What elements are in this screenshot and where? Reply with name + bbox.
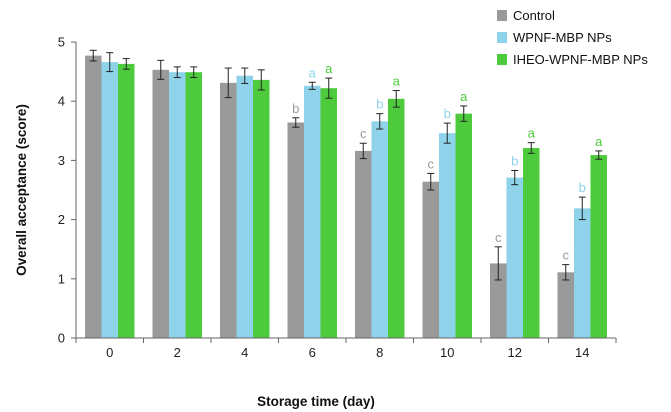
x-tick-label: 0 — [106, 345, 113, 360]
bar-3-day-6 — [321, 88, 338, 338]
legend-label-3: IHEO-WPNF-MBP NPs — [513, 52, 648, 67]
bar-2-day-6 — [304, 86, 321, 338]
x-tick-label: 8 — [376, 345, 383, 360]
bar-3-day-0 — [118, 64, 135, 338]
significance-label: c — [428, 156, 435, 171]
bar-1-day-0 — [85, 56, 102, 338]
significance-label: a — [393, 74, 401, 89]
x-tick-label: 2 — [174, 345, 181, 360]
bar-2-day-4 — [237, 76, 254, 338]
x-tick-label: 10 — [440, 345, 454, 360]
x-tick-label: 4 — [241, 345, 248, 360]
legend: Control WPNF-MBP NPs IHEO-WPNF-MBP NPs — [497, 8, 648, 67]
y-tick-label: 0 — [58, 331, 65, 346]
bar-3-day-12 — [523, 148, 540, 338]
significance-label: b — [292, 101, 299, 116]
x-tick-label: 12 — [508, 345, 522, 360]
x-tick-label: 6 — [309, 345, 316, 360]
significance-label: b — [444, 106, 451, 121]
bar-2-day-10 — [439, 133, 456, 338]
bar-1-day-4 — [220, 83, 237, 338]
bar-1-day-14 — [558, 272, 575, 338]
legend-label-2: WPNF-MBP NPs — [513, 30, 612, 45]
significance-label: c — [495, 230, 502, 245]
legend-swatch-2 — [497, 32, 507, 43]
bar-1-day-6 — [288, 123, 305, 338]
bar-3-day-2 — [186, 72, 203, 338]
significance-label: a — [595, 134, 603, 149]
significance-label: c — [360, 126, 367, 141]
y-tick-label: 5 — [58, 35, 65, 50]
significance-label: b — [511, 153, 518, 168]
significance-label: b — [376, 97, 383, 112]
bar-3-day-4 — [253, 80, 270, 338]
y-tick-label: 1 — [58, 271, 65, 286]
legend-swatch-1 — [497, 10, 507, 21]
bar-2-day-14 — [574, 208, 591, 338]
y-tick-label: 3 — [58, 153, 65, 168]
bar-1-day-2 — [153, 70, 170, 338]
legend-swatch-3 — [497, 54, 507, 65]
significance-label: a — [309, 65, 317, 80]
x-axis-title: Storage time (day) — [257, 394, 375, 409]
significance-label: c — [563, 248, 570, 263]
bar-3-day-10 — [456, 114, 473, 338]
significance-label: a — [325, 61, 333, 76]
y-axis-title: Overall acceptance (score) — [14, 104, 29, 276]
significance-label: a — [528, 126, 536, 141]
bar-3-day-14 — [591, 155, 608, 338]
bar-2-day-12 — [507, 178, 524, 338]
legend-label-1: Control — [513, 8, 555, 23]
y-tick-label: 4 — [58, 94, 65, 109]
bar-2-day-8 — [372, 121, 389, 338]
y-tick-label: 2 — [58, 212, 65, 227]
x-tick-label: 14 — [575, 345, 589, 360]
bar-2-day-0 — [102, 62, 119, 338]
bar-1-day-8 — [355, 151, 372, 338]
significance-label: a — [460, 89, 468, 104]
bar-3-day-8 — [388, 99, 405, 338]
bar-1-day-10 — [423, 182, 440, 338]
bars-layer — [85, 56, 607, 338]
significance-label: b — [579, 180, 586, 195]
bar-2-day-2 — [169, 72, 186, 338]
